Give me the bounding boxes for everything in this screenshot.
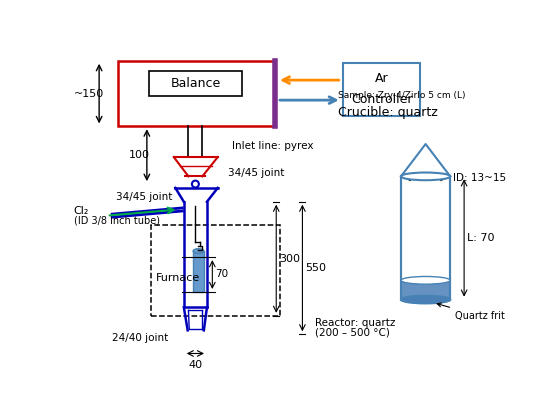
Text: Reactor: quartz: Reactor: quartz (315, 318, 395, 328)
Text: 34/45 joint: 34/45 joint (116, 192, 173, 202)
Ellipse shape (401, 277, 450, 284)
Ellipse shape (401, 173, 450, 180)
Text: 300: 300 (279, 254, 300, 264)
Text: 550: 550 (305, 263, 327, 273)
Text: Crucible: quartz: Crucible: quartz (338, 106, 438, 119)
Text: (ID 3/8 inch tube): (ID 3/8 inch tube) (74, 215, 159, 225)
Bar (401, 280, 450, 300)
Text: Furnace: Furnace (156, 273, 201, 283)
Text: Inlet line: pyrex: Inlet line: pyrex (232, 141, 313, 150)
Text: Sample: Zry-4/Zirlo 5 cm (L): Sample: Zry-4/Zirlo 5 cm (L) (338, 91, 465, 100)
Circle shape (192, 180, 199, 187)
Bar (151, 225, 280, 316)
Text: Balance: Balance (170, 77, 220, 90)
Text: L: 70: L: 70 (467, 233, 495, 243)
Bar (118, 61, 276, 126)
Bar (343, 63, 420, 115)
Bar (149, 71, 242, 95)
Bar (193, 251, 204, 292)
Text: 40: 40 (189, 360, 202, 369)
Text: 24/40 joint: 24/40 joint (112, 333, 168, 343)
Text: 70: 70 (215, 269, 229, 279)
Text: ~150: ~150 (74, 89, 104, 99)
Text: 34/45 joint: 34/45 joint (228, 168, 284, 178)
Ellipse shape (401, 296, 450, 303)
Text: Quartz frit: Quartz frit (437, 303, 505, 321)
Text: Ar
Controller: Ar Controller (351, 72, 413, 106)
Text: ID: 13~15: ID: 13~15 (453, 173, 506, 183)
Text: Cl₂: Cl₂ (74, 206, 89, 216)
Text: 100: 100 (129, 150, 150, 160)
Text: (200 – 500 °C): (200 – 500 °C) (315, 328, 390, 338)
Ellipse shape (193, 249, 204, 253)
